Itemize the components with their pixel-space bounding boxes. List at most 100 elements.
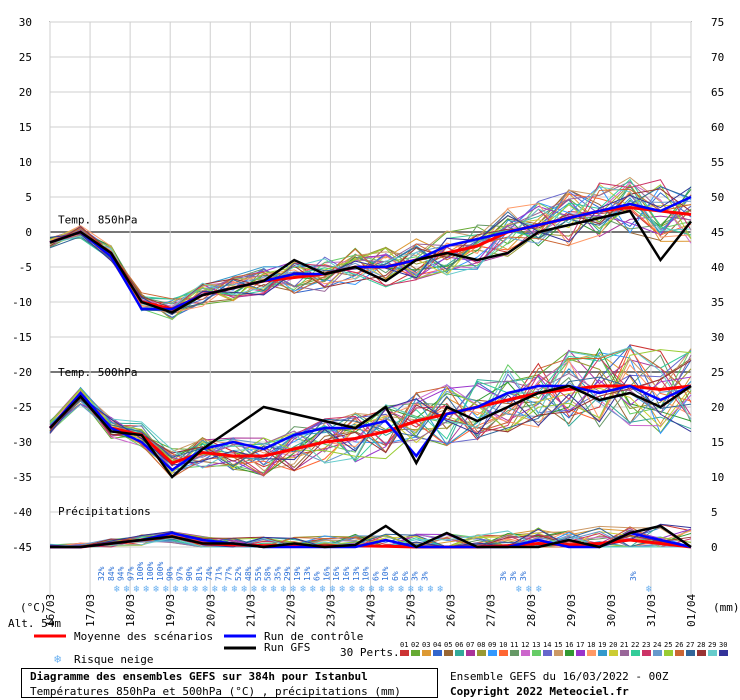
pert-swatch — [631, 650, 640, 656]
snowflake-icon: ❄ — [428, 584, 435, 595]
snowflake-icon: ❄ — [330, 584, 337, 595]
pert-number: 13 — [532, 641, 540, 649]
snowflake-icon: ❄ — [222, 584, 229, 595]
right-tick-label: 20 — [711, 401, 724, 414]
snow-risk-pct: 100% — [146, 562, 155, 581]
snow-risk-pct: 32% — [97, 566, 106, 581]
date-tick-label: 28/03 — [525, 594, 538, 627]
left-tick-label: 25 — [19, 51, 32, 64]
snowflake-icon: ❄ — [379, 584, 386, 595]
left-tick-label: -10 — [12, 296, 32, 309]
pert-number: 27 — [686, 641, 694, 649]
date-tick-label: 21/03 — [244, 594, 257, 627]
snow-risk-pct: 100% — [156, 562, 165, 581]
snowflake-icon: ❄ — [536, 584, 543, 595]
snowflake-icon: ❄ — [369, 584, 376, 595]
pert-swatch — [708, 650, 717, 656]
pert-number: 26 — [675, 641, 683, 649]
right-unit-label: (mm) — [713, 601, 740, 614]
right-tick-label: 50 — [711, 191, 724, 204]
snowflake-icon: ❄ — [54, 652, 61, 666]
pert-number: 20 — [609, 641, 617, 649]
snow-risk-pct: 13% — [303, 566, 312, 581]
pert-swatch — [400, 650, 409, 656]
snow-risk-pct: 35% — [273, 566, 282, 581]
snow-risk-pct: 100% — [136, 562, 145, 581]
pert-number: 24 — [653, 641, 661, 649]
pert-swatch — [620, 650, 629, 656]
snowflake-icon: ❄ — [202, 584, 209, 595]
snowflake-icon: ❄ — [163, 584, 170, 595]
snow-risk-pct: 97% — [175, 566, 184, 581]
left-tick-label: 5 — [25, 191, 32, 204]
right-tick-label: 55 — [711, 156, 724, 169]
legend-snow-label: Risque neige — [74, 653, 153, 666]
gfs-t850-line — [49, 209, 692, 314]
pert-swatch — [598, 650, 607, 656]
date-tick-label: 18/03 — [124, 594, 137, 627]
gfs-t500-line — [49, 384, 692, 479]
snowflake-icon: ❄ — [261, 584, 268, 595]
pert-number: 12 — [521, 641, 529, 649]
snowflake-icon: ❄ — [359, 584, 366, 595]
precip-label: Précipitations — [58, 505, 151, 518]
mean-t500-line — [48, 384, 692, 465]
legend-perts-label: 30 Perts. — [340, 646, 400, 659]
snowflake-icon: ❄ — [526, 584, 533, 595]
pert-swatch — [444, 650, 453, 656]
date-tick-label: 16/03 — [44, 594, 57, 627]
snowflake-icon: ❄ — [114, 584, 121, 595]
left-tick-label: -5 — [19, 261, 32, 274]
control-precip-line — [50, 531, 692, 549]
right-tick-label: 65 — [711, 86, 724, 99]
right-tick-label: 5 — [711, 506, 718, 519]
date-tick-label: 26/03 — [445, 594, 458, 627]
pert-swatch — [719, 650, 728, 656]
right-tick-label: 45 — [711, 226, 724, 239]
pert-swatch — [675, 650, 684, 656]
right-tick-label: 40 — [711, 261, 724, 274]
legend-mean-label: Moyenne des scénarios — [74, 630, 213, 643]
pert-number: 01 — [400, 641, 408, 649]
left-tick-label: 0 — [25, 226, 32, 239]
pert-swatch — [521, 650, 530, 656]
pert-number: 19 — [598, 641, 606, 649]
pert-swatch — [411, 650, 420, 656]
perturbation-line — [49, 188, 692, 309]
date-tick-label: 22/03 — [284, 594, 297, 627]
snow-risk-pct: 3% — [509, 571, 518, 581]
pert-number: 17 — [576, 641, 584, 649]
left-tick-label: -15 — [12, 331, 32, 344]
footer-title-box: Diagramme des ensembles GEFS sur 384h po… — [21, 668, 438, 698]
snow-risk-pct: 84% — [107, 566, 116, 581]
snow-risk-pct: 6% — [401, 571, 410, 581]
date-tick-label: 17/03 — [84, 594, 97, 627]
snow-risk-pct: 6% — [371, 571, 380, 581]
copyright: Copyright 2022 Meteociel.fr — [450, 685, 629, 698]
pert-number: 21 — [620, 641, 628, 649]
snow-risk-pct: 90% — [185, 566, 194, 581]
snow-risk-pct: 90% — [166, 566, 175, 581]
pert-swatch — [488, 650, 497, 656]
pert-swatch — [576, 650, 585, 656]
right-tick-label: 15 — [711, 436, 724, 449]
date-tick-label: 31/03 — [645, 594, 658, 627]
pert-number: 23 — [642, 641, 650, 649]
snow-risk-pct: 3% — [420, 571, 429, 581]
snow-risk-pct: 55% — [254, 566, 263, 581]
snow-risk-pct: 6% — [391, 571, 400, 581]
snowflake-icon: ❄ — [183, 584, 190, 595]
right-tick-label: 10 — [711, 471, 724, 484]
pert-number: 09 — [488, 641, 496, 649]
snowflake-icon: ❄ — [388, 584, 395, 595]
pert-swatch — [653, 650, 662, 656]
pert-swatch — [499, 650, 508, 656]
snow-risk-pct: 52% — [234, 566, 243, 581]
date-tick-label: 01/04 — [685, 594, 698, 627]
gfs-precip-line — [50, 524, 692, 549]
pert-number: 30 — [719, 641, 727, 649]
pert-number: 18 — [587, 641, 595, 649]
pert-number: 16 — [565, 641, 573, 649]
snowflake-icon: ❄ — [646, 584, 653, 595]
pert-swatch — [455, 650, 464, 656]
